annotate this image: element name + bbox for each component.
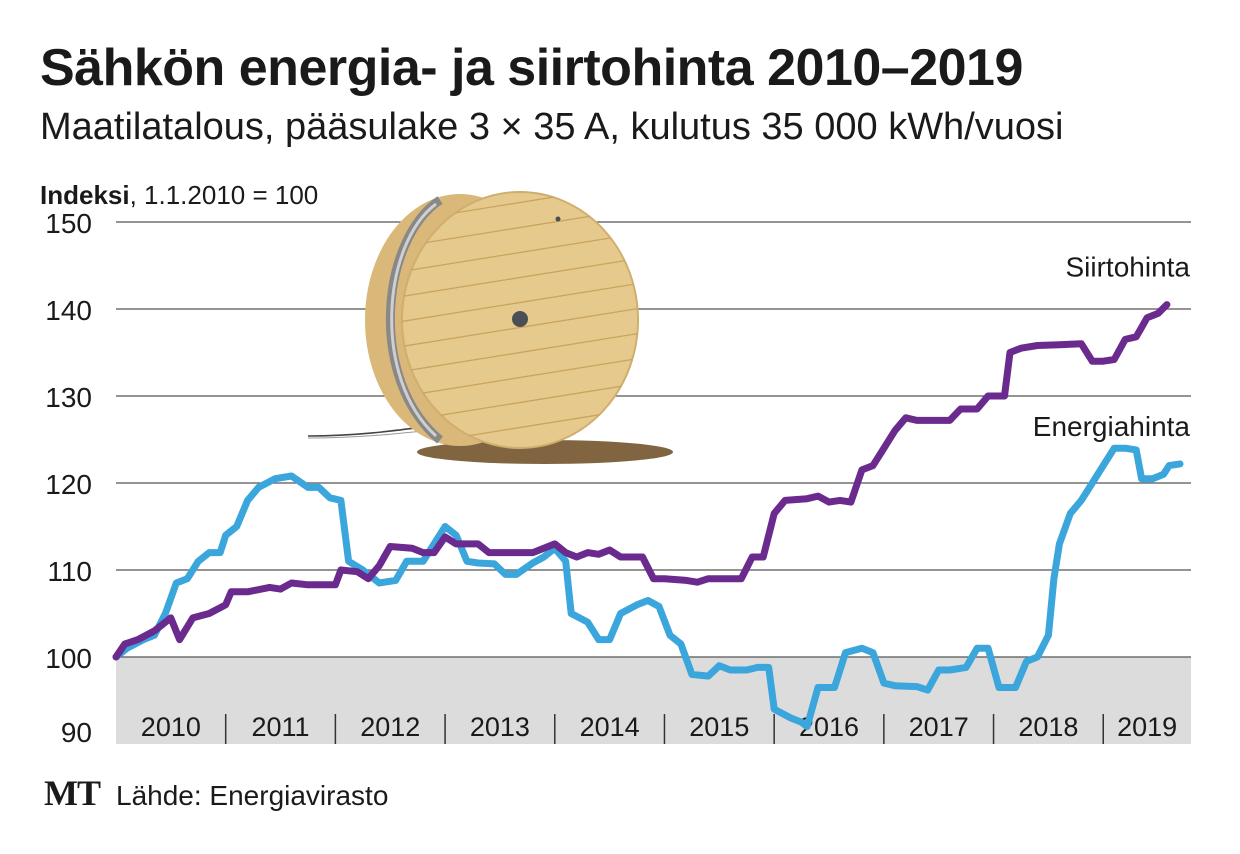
series-label-siirtohinta: Siirtohinta	[1065, 252, 1190, 283]
gridlines	[116, 221, 1191, 658]
source-text: Lähde: Energiavirasto	[116, 780, 389, 811]
y-axis-label-bold: Indeksi	[40, 180, 130, 210]
y-tick-labels: 90 100 110 120 130 140 150	[45, 208, 92, 748]
x-tick-label: 2012	[360, 712, 420, 742]
x-tick-label: 2019	[1117, 712, 1177, 742]
mt-logo: MT	[44, 773, 101, 813]
below-100-band	[116, 657, 1191, 744]
series-label-energiahinta: Energiahinta	[1033, 411, 1191, 442]
y-tick-label: 140	[45, 295, 92, 326]
chart-title: Sähkön energia- ja siirtohinta 2010–2019	[40, 39, 1023, 97]
y-tick-label: 130	[45, 382, 92, 413]
series-labels: Energiahinta Siirtohinta	[1033, 252, 1191, 442]
footer: MT Lähde: Energiavirasto	[44, 772, 388, 814]
cable-reel-illustration	[307, 191, 673, 464]
y-tick-label: 150	[45, 208, 92, 239]
reel-shadow	[417, 440, 673, 464]
y-axis-label-rest: , 1.1.2010 = 100	[129, 180, 319, 210]
x-tick-labels: 2010 2011 2012 2013 2014 2015 2016 2017 2018 2019	[141, 712, 1177, 744]
x-tick-label: 2018	[1018, 712, 1078, 742]
reel-cable-coil-highlight	[390, 202, 438, 438]
y-tick-label: 100	[45, 643, 92, 674]
x-tick-label: 2014	[580, 712, 640, 742]
y-tick-label: 120	[45, 469, 92, 500]
y-axis-label: Indeksi, 1.1.2010 = 100	[40, 180, 318, 211]
reel-cable-end-highlight	[307, 429, 433, 439]
x-tick-label: 2015	[689, 712, 749, 742]
series-line-siirtohinta	[112, 301, 1171, 661]
x-tick-label: 2013	[470, 712, 530, 742]
x-tick-label: 2017	[909, 712, 969, 742]
x-tick-label: 2011	[252, 712, 310, 742]
series-lines	[112, 301, 1184, 731]
y-tick-label: 110	[47, 556, 92, 587]
x-tick-label: 2010	[141, 712, 201, 742]
chart-subtitle: Maatilatalous, pääsulake 3 × 35 A, kulut…	[40, 106, 1064, 148]
y-tick-label: 90	[61, 717, 92, 748]
series-line-energiahinta	[112, 444, 1184, 731]
reel-hub-hole	[512, 311, 528, 327]
reel-bolt	[555, 216, 561, 222]
